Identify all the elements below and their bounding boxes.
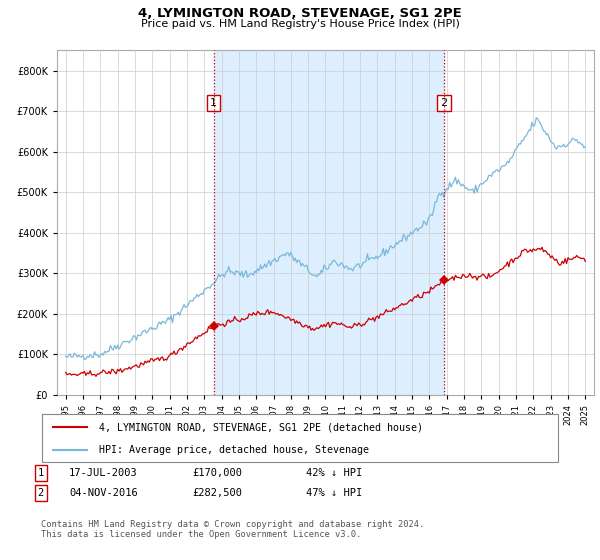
Bar [214,50,444,395]
Text: 42% ↓ HPI: 42% ↓ HPI [306,468,362,478]
FancyBboxPatch shape [42,414,558,462]
Text: 4, LYMINGTON ROAD, STEVENAGE, SG1 2PE: 4, LYMINGTON ROAD, STEVENAGE, SG1 2PE [138,7,462,20]
Text: Contains HM Land Registry data © Crown copyright and database right 2024.
This d: Contains HM Land Registry data © Crown c… [41,520,424,539]
Text: £282,500: £282,500 [192,488,242,498]
Text: £170,000: £170,000 [192,468,242,478]
Text: 17-JUL-2003: 17-JUL-2003 [69,468,138,478]
Text: 2: 2 [440,98,448,108]
Text: 1: 1 [210,98,217,108]
Text: HPI: Average price, detached house, Stevenage: HPI: Average price, detached house, Stev… [99,445,369,455]
Text: 1: 1 [38,468,44,478]
Text: 47% ↓ HPI: 47% ↓ HPI [306,488,362,498]
Text: 4, LYMINGTON ROAD, STEVENAGE, SG1 2PE (detached house): 4, LYMINGTON ROAD, STEVENAGE, SG1 2PE (d… [99,422,423,432]
Text: Price paid vs. HM Land Registry's House Price Index (HPI): Price paid vs. HM Land Registry's House … [140,19,460,29]
Text: 04-NOV-2016: 04-NOV-2016 [69,488,138,498]
Text: 2: 2 [38,488,44,498]
